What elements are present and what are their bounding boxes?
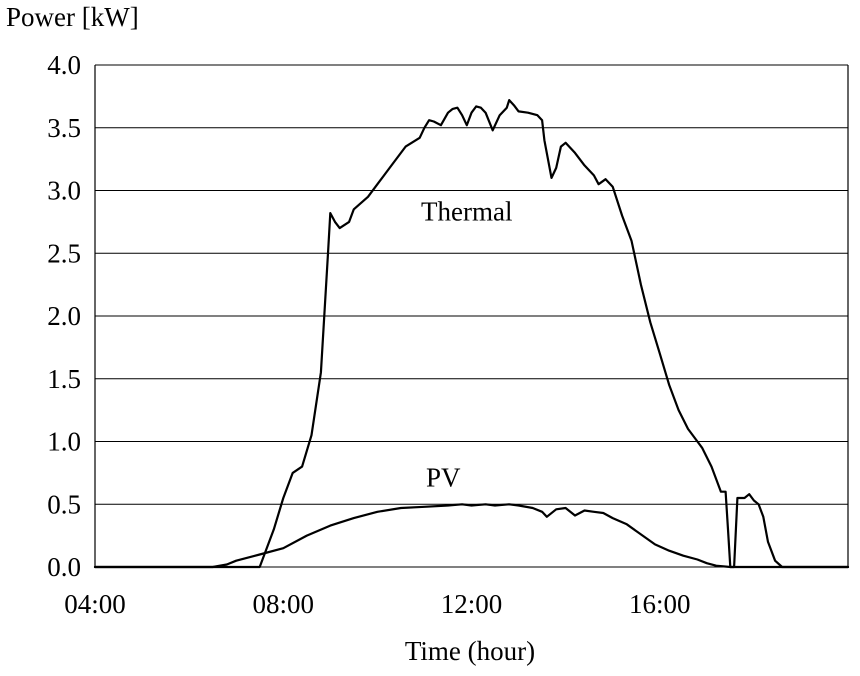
y-tick-label: 2.0 — [47, 301, 81, 331]
series-layer — [93, 99, 850, 569]
x-axis-title: Time (hour) — [405, 636, 535, 666]
y-tick-label: 4.0 — [47, 50, 81, 80]
series-line-thermal — [93, 99, 850, 569]
x-tick-label: 16:00 — [629, 589, 691, 619]
x-tick-label: 12:00 — [441, 589, 503, 619]
tick-labels: 0.0 0.5 1.0 1.5 2.0 2.5 3.0 3.5 4.0 04:00 08:00 12:… — [47, 50, 690, 619]
y-tick-label: 0.5 — [47, 489, 81, 519]
y-tick-label: 3.0 — [47, 176, 81, 206]
grid-layer — [95, 64, 848, 568]
series-annotation-thermal: Thermal — [421, 197, 512, 227]
x-tick-label: 08:00 — [252, 589, 314, 619]
series-line-pv — [93, 503, 850, 569]
y-tick-label: 2.5 — [47, 238, 81, 268]
plot-frame — [94, 65, 849, 567]
y-tick-label: 1.0 — [47, 427, 81, 457]
y-tick-label: 1.5 — [47, 364, 81, 394]
series-annotation-pv: PV — [426, 463, 461, 493]
x-tick-label: 04:00 — [64, 589, 126, 619]
series-annotations: Thermal PV — [421, 197, 512, 493]
y-axis-title: Power [kW] — [6, 2, 139, 32]
y-tick-label: 3.5 — [47, 113, 81, 143]
y-tick-label: 0.0 — [47, 552, 81, 582]
